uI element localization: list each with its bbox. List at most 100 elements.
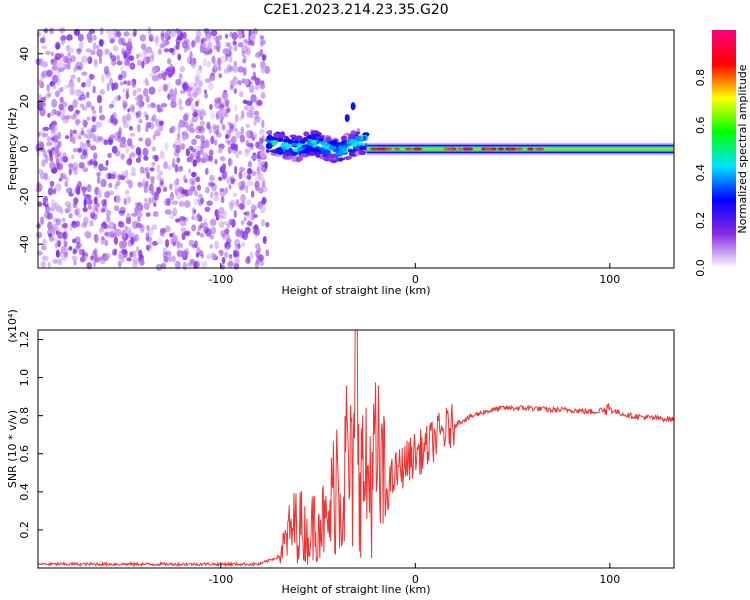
noise-speckle (82, 187, 86, 197)
noise-speckle (149, 167, 155, 172)
noise-speckle (52, 188, 57, 195)
noise-speckle (59, 158, 64, 166)
noise-speckle (137, 59, 142, 66)
noise-speckle (70, 82, 75, 89)
noise-speckle (85, 48, 92, 53)
noise-speckle (217, 57, 222, 66)
noise-speckle (85, 101, 92, 108)
noise-speckle (93, 197, 97, 203)
noise-speckle (95, 202, 101, 208)
noise-speckle (216, 41, 222, 51)
noise-speckle (126, 113, 131, 121)
noise-speckle (255, 256, 260, 265)
noise-speckle (229, 254, 233, 262)
x-tick-label: 0 (412, 273, 419, 286)
noise-speckle (62, 152, 67, 161)
band-peak (457, 147, 462, 151)
noise-speckle (70, 114, 77, 120)
noise-speckle (44, 255, 49, 262)
noise-speckle (93, 59, 98, 68)
band-cell (354, 131, 361, 135)
noise-speckle (121, 115, 128, 124)
noise-speckle (98, 105, 103, 114)
noise-speckle (259, 205, 266, 214)
noise-speckle (120, 153, 125, 160)
noise-speckle (125, 146, 130, 155)
noise-speckle (208, 149, 214, 156)
noise-speckle (191, 224, 197, 232)
noise-speckle (46, 212, 53, 220)
noise-speckle (127, 37, 132, 45)
noise-speckle (72, 129, 77, 135)
noise-speckle (148, 122, 155, 130)
noise-speckle (260, 60, 266, 69)
noise-speckle (235, 243, 240, 251)
noise-speckle (45, 200, 49, 205)
noise-speckle (49, 27, 54, 35)
noise-speckle (156, 186, 162, 194)
noise-speckle (186, 188, 194, 196)
band-cell (362, 135, 367, 141)
noise-speckle (61, 217, 66, 223)
noise-speckle (221, 91, 229, 100)
noise-speckle (112, 45, 119, 52)
noise-speckle (233, 121, 237, 131)
noise-speckle (240, 126, 245, 135)
noise-speckle (198, 193, 203, 199)
noise-speckle (209, 218, 217, 227)
colorbar-ticks: 0.0 0.2 0.4 0.6 0.8 (694, 69, 707, 277)
noise-speckle (51, 98, 58, 108)
noise-speckle (176, 193, 182, 200)
noise-speckle (237, 182, 242, 187)
noise-speckle (72, 148, 78, 153)
noise-speckle (152, 211, 159, 217)
noise-speckle (72, 66, 76, 73)
noise-speckle (156, 164, 161, 173)
noise-speckle (100, 74, 105, 83)
noise-speckle (51, 203, 57, 212)
noise-speckle (74, 236, 81, 244)
noise-speckle (187, 262, 194, 267)
y-tick-label: 1.0 (18, 369, 31, 387)
noise-speckle (81, 106, 88, 111)
noise-speckle (228, 157, 232, 167)
noise-speckle (103, 139, 109, 146)
noise-speckle (188, 93, 193, 99)
noise-speckle (241, 231, 249, 240)
noise-speckle (163, 255, 169, 263)
noise-speckle (206, 35, 212, 42)
noise-speckle (138, 137, 144, 142)
noise-speckle (204, 167, 209, 175)
noise-speckle (204, 46, 210, 52)
noise-speckle (87, 36, 93, 43)
noise-speckle (261, 177, 267, 182)
band-cell (309, 147, 316, 153)
noise-speckle (99, 39, 104, 47)
noise-speckle (90, 49, 96, 56)
noise-speckle (75, 131, 82, 140)
noise-speckle (51, 223, 59, 232)
noise-speckle (225, 98, 230, 108)
noise-speckle (259, 166, 266, 171)
noise-speckle (261, 54, 267, 61)
noise-speckle (44, 93, 51, 99)
noise-speckle (145, 166, 150, 173)
noise-speckle (62, 233, 67, 239)
noise-speckle (109, 38, 115, 44)
noise-speckle (66, 188, 70, 194)
noise-speckle (137, 53, 144, 58)
noise-speckle (76, 213, 82, 219)
noise-speckle (191, 86, 198, 92)
noise-speckle (145, 232, 150, 241)
noise-speckle (228, 46, 233, 51)
noise-speckle (222, 233, 226, 240)
spectrogram-marks (35, 26, 674, 271)
noise-speckle (109, 173, 116, 180)
noise-speckle (217, 214, 221, 219)
noise-speckle (177, 53, 182, 61)
noise-speckle (42, 149, 47, 158)
noise-speckle (54, 90, 60, 98)
noise-speckle (260, 42, 264, 48)
figure-title: C2E1.2023.214.23.35.G20 (263, 2, 448, 18)
